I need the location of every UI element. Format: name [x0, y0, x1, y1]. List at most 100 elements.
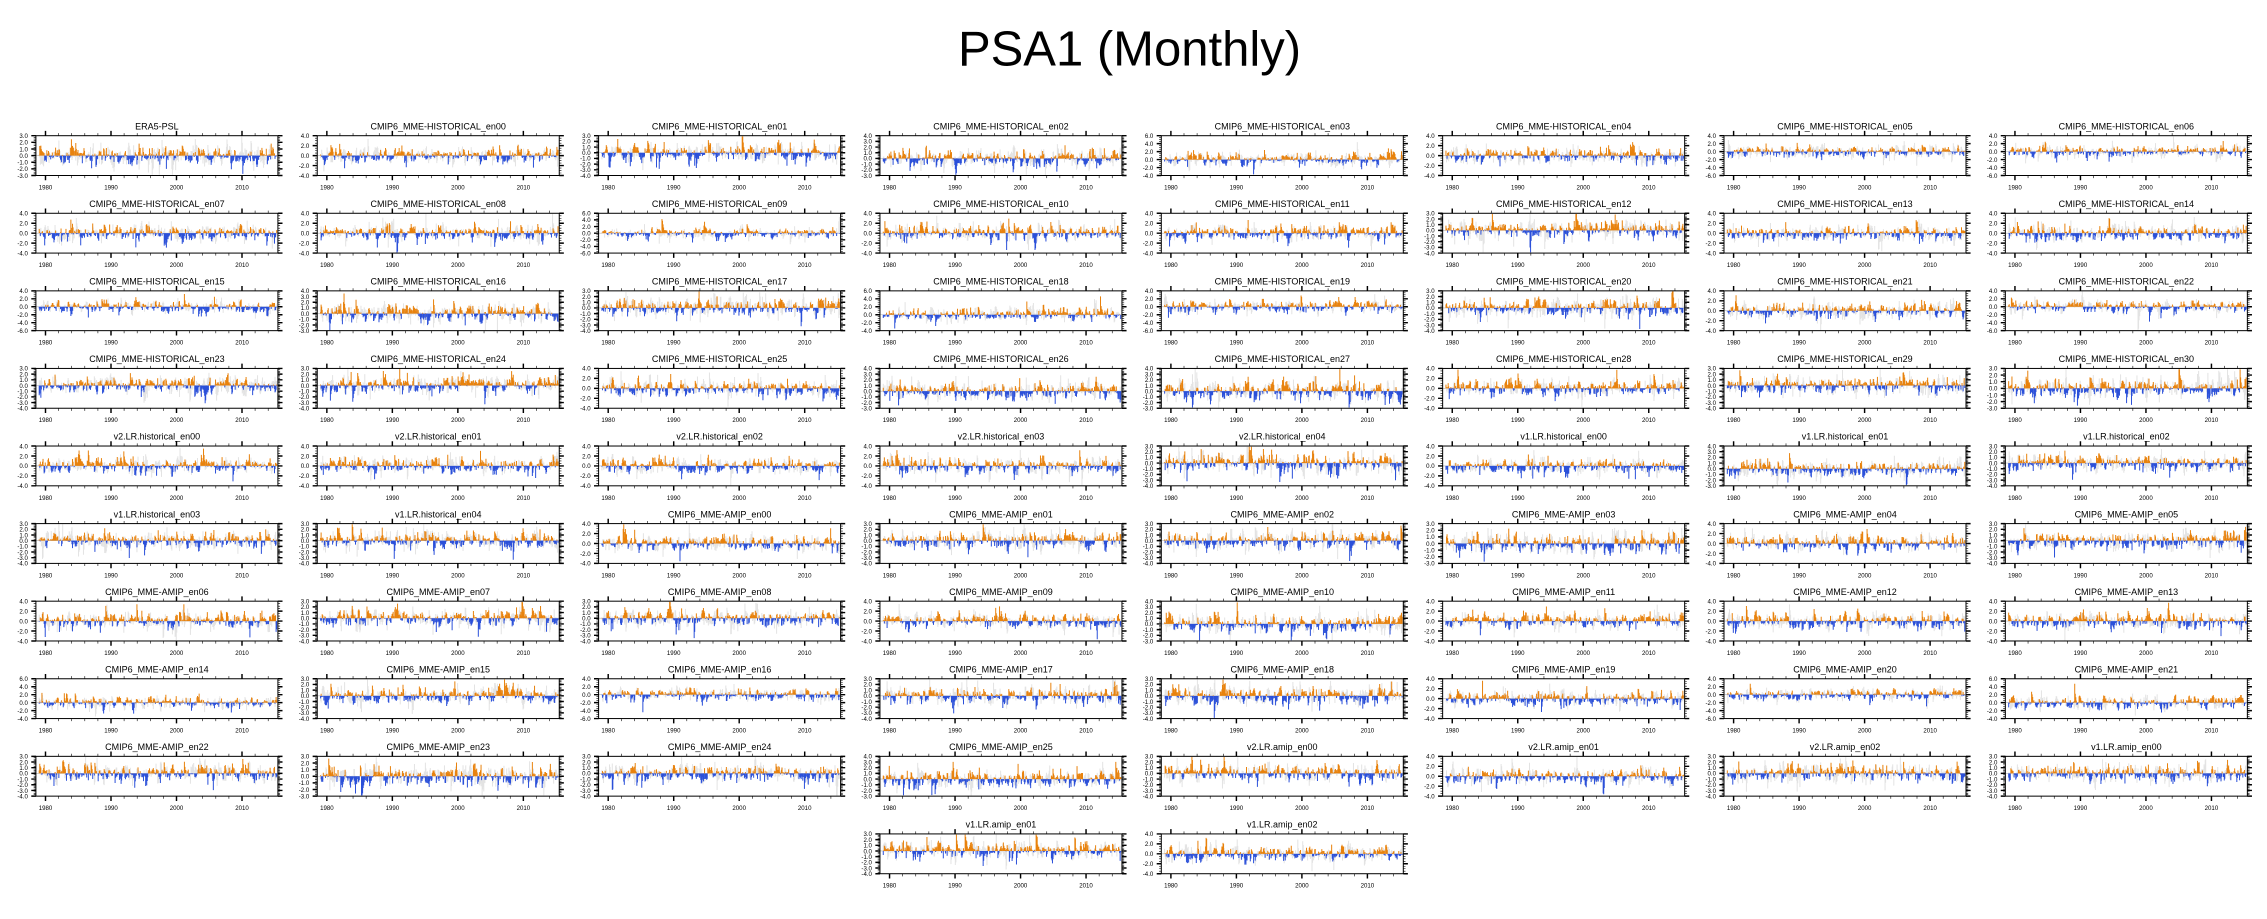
- svg-text:v1.LR.historical_en00: v1.LR.historical_en00: [1520, 432, 1607, 442]
- svg-text:CMIP6_MME-HISTORICAL_en14: CMIP6_MME-HISTORICAL_en14: [2059, 199, 2194, 209]
- svg-text:-1.0: -1.0: [1143, 544, 1154, 551]
- svg-text:1990: 1990: [1792, 805, 1806, 812]
- svg-text:2010: 2010: [235, 262, 249, 269]
- svg-text:0.0: 0.0: [1708, 466, 1717, 473]
- svg-text:-1.0: -1.0: [1987, 776, 1998, 783]
- svg-text:4.0: 4.0: [1145, 211, 1154, 218]
- svg-text:1980: 1980: [39, 417, 53, 424]
- svg-text:2010: 2010: [235, 417, 249, 424]
- svg-text:3.0: 3.0: [863, 831, 872, 838]
- svg-text:0.0: 0.0: [19, 618, 28, 625]
- svg-text:2010: 2010: [1079, 340, 1093, 347]
- svg-text:1980: 1980: [883, 340, 897, 347]
- svg-text:v1.LR.historical_en03: v1.LR.historical_en03: [114, 509, 201, 519]
- svg-text:1.0: 1.0: [1426, 300, 1435, 307]
- svg-text:1980: 1980: [320, 805, 334, 812]
- svg-text:-2.0: -2.0: [1987, 708, 1998, 715]
- svg-text:2010: 2010: [517, 185, 531, 192]
- svg-text:-4.0: -4.0: [1143, 793, 1154, 800]
- svg-text:1990: 1990: [2074, 185, 2088, 192]
- svg-text:-4.0: -4.0: [17, 406, 28, 413]
- svg-text:1980: 1980: [2008, 495, 2022, 502]
- svg-text:2010: 2010: [1642, 417, 1656, 424]
- svg-text:2000: 2000: [1576, 495, 1590, 502]
- svg-text:6.0: 6.0: [19, 676, 28, 683]
- svg-text:CMIP6_MME-AMIP_en01: CMIP6_MME-AMIP_en01: [949, 509, 1053, 519]
- svg-text:CMIP6_MME-AMIP_en10: CMIP6_MME-AMIP_en10: [1231, 587, 1335, 597]
- svg-text:2000: 2000: [732, 262, 746, 269]
- svg-text:2000: 2000: [1576, 572, 1590, 579]
- svg-text:1990: 1990: [104, 650, 118, 657]
- svg-text:-2.0: -2.0: [1705, 394, 1716, 401]
- svg-text:0.0: 0.0: [1708, 230, 1717, 237]
- svg-text:4.0: 4.0: [582, 217, 591, 224]
- svg-text:-2.0: -2.0: [580, 161, 591, 168]
- svg-text:-3.0: -3.0: [17, 555, 28, 562]
- svg-text:-4.0: -4.0: [1143, 483, 1154, 490]
- svg-text:-4.0: -4.0: [861, 483, 872, 490]
- svg-text:1990: 1990: [948, 495, 962, 502]
- svg-text:1990: 1990: [1792, 262, 1806, 269]
- svg-text:CMIP6_MME-AMIP_en08: CMIP6_MME-AMIP_en08: [668, 587, 772, 597]
- svg-text:2010: 2010: [1923, 805, 1937, 812]
- svg-text:2010: 2010: [2205, 417, 2219, 424]
- svg-text:2.0: 2.0: [863, 144, 872, 151]
- svg-text:1990: 1990: [667, 650, 681, 657]
- svg-text:1.0: 1.0: [863, 383, 872, 390]
- svg-text:3.0: 3.0: [301, 294, 310, 301]
- svg-text:1990: 1990: [1511, 495, 1525, 502]
- svg-text:-2.0: -2.0: [861, 320, 872, 327]
- svg-text:3.0: 3.0: [19, 366, 28, 373]
- svg-text:1.0: 1.0: [301, 767, 310, 774]
- svg-text:2010: 2010: [1642, 262, 1656, 269]
- svg-text:CMIP6_MME-AMIP_en03: CMIP6_MME-AMIP_en03: [1512, 509, 1616, 519]
- svg-text:3.0: 3.0: [582, 598, 591, 605]
- svg-text:0.0: 0.0: [863, 230, 872, 237]
- svg-text:1990: 1990: [1230, 728, 1244, 735]
- svg-text:1.0: 1.0: [863, 687, 872, 694]
- svg-text:-1.0: -1.0: [17, 544, 28, 551]
- svg-text:-4.0: -4.0: [1424, 328, 1435, 335]
- svg-text:-4.0: -4.0: [299, 173, 310, 180]
- svg-text:0.0: 0.0: [19, 771, 28, 778]
- svg-text:v1.LR.amip_en02: v1.LR.amip_en02: [1247, 820, 1318, 830]
- svg-text:1980: 1980: [1727, 417, 1741, 424]
- svg-text:2000: 2000: [170, 417, 184, 424]
- svg-text:-2.0: -2.0: [1705, 157, 1716, 164]
- svg-text:1990: 1990: [2074, 262, 2088, 269]
- svg-text:3.0: 3.0: [301, 521, 310, 528]
- svg-text:2000: 2000: [1858, 340, 1872, 347]
- svg-text:1990: 1990: [2074, 650, 2088, 657]
- svg-text:1980: 1980: [1445, 185, 1459, 192]
- svg-text:-2.0: -2.0: [299, 163, 310, 170]
- svg-text:0.0: 0.0: [301, 311, 310, 318]
- svg-text:-1.0: -1.0: [1424, 547, 1435, 554]
- svg-text:v1.LR.amip_en01: v1.LR.amip_en01: [966, 820, 1037, 830]
- svg-text:0.0: 0.0: [582, 692, 591, 699]
- svg-text:4.0: 4.0: [1426, 676, 1435, 683]
- svg-text:0.0: 0.0: [1426, 153, 1435, 160]
- svg-text:1990: 1990: [386, 650, 400, 657]
- svg-text:2000: 2000: [2139, 728, 2153, 735]
- svg-text:2000: 2000: [732, 728, 746, 735]
- svg-text:-3.0: -3.0: [1987, 477, 1998, 484]
- svg-text:-3.0: -3.0: [299, 633, 310, 640]
- svg-text:ERA5-PSL: ERA5-PSL: [135, 121, 179, 131]
- svg-text:3.0: 3.0: [1989, 754, 1998, 761]
- svg-text:-2.0: -2.0: [299, 787, 310, 794]
- svg-text:2000: 2000: [451, 650, 465, 657]
- svg-text:1980: 1980: [1727, 805, 1741, 812]
- svg-text:2000: 2000: [1858, 495, 1872, 502]
- svg-text:-2.0: -2.0: [17, 708, 28, 715]
- svg-text:-4.0: -4.0: [17, 716, 28, 723]
- svg-text:1980: 1980: [883, 185, 897, 192]
- svg-text:-2.0: -2.0: [1987, 472, 1998, 479]
- svg-text:CMIP6_MME-HISTORICAL_en26: CMIP6_MME-HISTORICAL_en26: [933, 354, 1068, 364]
- svg-text:0.0: 0.0: [1989, 618, 1998, 625]
- svg-text:2.0: 2.0: [1426, 608, 1435, 615]
- svg-text:1990: 1990: [2074, 572, 2088, 579]
- svg-text:2010: 2010: [1079, 185, 1093, 192]
- svg-text:2000: 2000: [2139, 650, 2153, 657]
- svg-text:1980: 1980: [1445, 728, 1459, 735]
- svg-text:0.0: 0.0: [1708, 692, 1717, 699]
